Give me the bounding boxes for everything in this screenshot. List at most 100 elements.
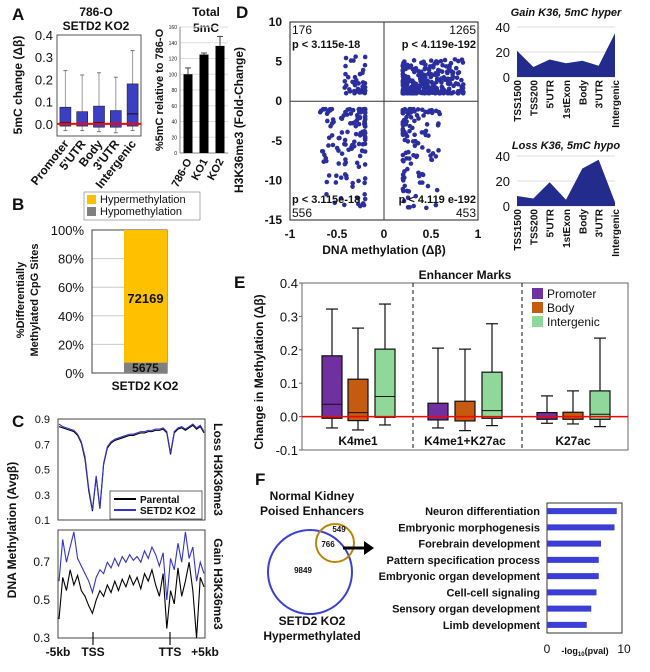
scatter-point [436,109,442,115]
y-tick-label: -0.1 [276,443,298,458]
x-tick-label: 10 [617,642,631,656]
scatter-point [330,142,336,148]
scatter-point [362,107,368,113]
y-tick-label: 0 [503,199,510,214]
quadrant-pvalue: p < 4.119e-192 [402,39,476,51]
scatter-point [326,143,331,148]
scatter-point [345,74,351,80]
scatter-point [403,121,409,127]
scatter-point [408,106,414,112]
quadrant-count: 176 [292,23,312,37]
scatter-point [431,83,437,88]
scatter-point [419,130,425,135]
scatter-point [429,72,435,78]
label-rest: (pval) [585,646,609,656]
scatter-point [356,121,362,127]
scatter-point [362,90,368,96]
scatter-point [362,180,367,186]
bar-embryonic-organ-development [547,573,599,580]
y-tick-label: -5 [271,134,282,148]
x-group-label: K4me1+K27ac [424,434,506,448]
venn-set-label: Poised Enhancers [260,504,364,518]
panel-label-b: B [12,195,24,214]
data-label: 72169 [127,291,163,306]
scatter-point [412,132,417,138]
venn-count: 766 [321,540,335,549]
scatter-point [441,75,447,80]
category-label: Neuron differentiation [425,506,540,518]
x-tick-label: 0 [381,227,388,241]
scatter-point [405,195,411,201]
x-axis-label: DNA methylation (Δβ) [322,243,446,257]
scatter-point [404,133,410,139]
area-series [517,159,615,206]
scatter-point [342,137,348,143]
scatter-point [429,157,435,163]
scatter-point [350,180,355,186]
scatter-point [348,111,354,116]
legend-label: Promoter [547,287,596,301]
chart-title: 5mC [193,21,219,35]
y-axis-label: %5mC relative to 786-O [154,28,166,151]
y-tick-label: 0 [174,151,177,157]
bar-forebrain-development [547,540,601,547]
scatter-point [434,187,440,193]
scatter-point [362,196,368,202]
chart-title: Loss K36, 5mC hypo [512,140,620,152]
venn-set-label: Hypermethylated [263,629,360,643]
y-tick-label: 0.3 [35,50,53,65]
scatter-point [362,129,368,134]
box-3'UTR [110,110,122,128]
category-label: Cell-cell signaling [446,587,540,599]
scatter-point [317,109,323,115]
y-axis-label: 5mC change (Δβ) [11,36,25,135]
scatter-point [412,143,418,149]
scatter-point [357,71,363,77]
scatter-point [338,115,344,121]
scatter-point [354,160,360,166]
scatter-point [405,166,410,172]
scatter-point [410,85,416,91]
scatter-point [408,115,414,120]
y-tick-label: 0.2 [35,72,53,87]
scatter-point [342,78,348,84]
y-axis-label: DNA Methylation (Avgβ) [5,462,19,598]
scatter-point [338,175,344,180]
box-body [347,378,369,422]
x-group-label: K27ac [555,434,591,448]
chart-title: Total [192,5,220,19]
scatter-point [454,75,460,81]
x-axis-label: -log10(pval) [561,646,608,658]
scatter-point [401,188,406,194]
scatter-points-bottom-right [400,106,442,211]
chart-title: Enhancer Marks [419,268,512,282]
y-tick-label: 0.5 [35,465,50,477]
scatter-point [362,141,368,147]
y-axis-label: H3K36me3 (Fold-Change) [232,47,246,193]
scatter-point [338,195,344,201]
scatter-point [423,128,429,134]
quadrant-count: 453 [456,206,476,220]
box-intergenic [481,371,503,419]
legend-swatch [532,288,543,299]
quadrant-pvalue: p < 3.115e-18 [292,194,360,206]
scatter-point [352,139,357,145]
y-tick-label: 0.7 [33,555,50,569]
category-label: Embryonic organ development [379,571,541,583]
scatter-point [334,173,339,179]
scatter-point [401,158,406,164]
chart-title: 786-O [79,5,112,19]
scatter-point [336,161,342,166]
scatter-point [339,151,345,156]
scatter-point [420,145,425,150]
scatter-point [416,69,421,74]
y-tick-label: 0.4 [35,28,53,43]
scatter-point [400,78,406,84]
scatter-points-top-left [342,54,368,96]
box-Promoter [59,106,72,127]
scatter-point [343,173,349,179]
scatter-point [447,76,453,82]
scatter-point [329,133,335,138]
scatter-point [350,107,356,113]
